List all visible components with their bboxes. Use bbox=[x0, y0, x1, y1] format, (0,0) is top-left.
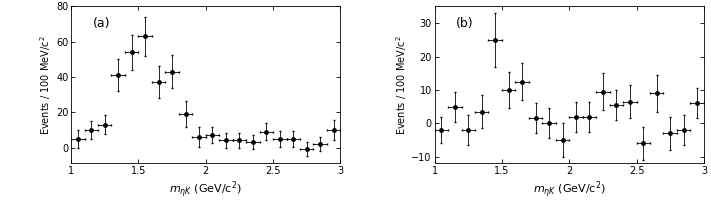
Y-axis label: Events / 100 MeV/c$^2$: Events / 100 MeV/c$^2$ bbox=[38, 35, 53, 135]
X-axis label: $m_{\eta K}$ (GeV/c$^2$): $m_{\eta K}$ (GeV/c$^2$) bbox=[169, 179, 242, 200]
X-axis label: $m_{\eta K}$ (GeV/c$^2$): $m_{\eta K}$ (GeV/c$^2$) bbox=[533, 179, 606, 200]
Text: (a): (a) bbox=[92, 17, 110, 31]
Text: (b): (b) bbox=[456, 17, 474, 31]
Y-axis label: Events / 100 MeV/c$^2$: Events / 100 MeV/c$^2$ bbox=[394, 35, 409, 135]
